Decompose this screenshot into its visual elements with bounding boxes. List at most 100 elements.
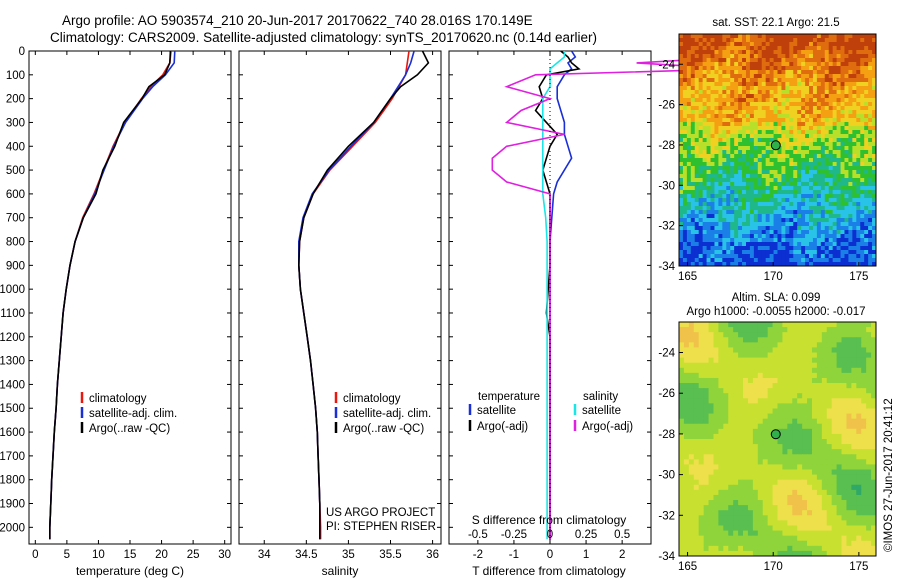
sst-map-cell [812, 118, 818, 123]
sst-map-cell [789, 170, 794, 175]
sst-map-cell [824, 38, 830, 43]
sst-map-cell [745, 258, 751, 263]
sst-map-cell [757, 70, 763, 75]
sla-map-cell [871, 383, 877, 389]
sla-map-cell [723, 337, 729, 343]
sla-map-cell [861, 474, 867, 481]
sst-map-cell [745, 262, 751, 267]
sst-map-cell [820, 38, 826, 43]
sla-map-cell [866, 530, 872, 537]
sst-map-cell [730, 186, 735, 191]
sst-map-cell [694, 174, 700, 179]
sst-map-cell [753, 218, 759, 223]
sst-map-cell [856, 34, 861, 39]
sst-map-cell [702, 242, 707, 247]
sst-map-cell [812, 66, 818, 71]
sst-map-cell [844, 110, 849, 115]
sla-map-cell [787, 342, 793, 348]
sla-map-cell [782, 327, 788, 333]
sst-map-cell [718, 170, 723, 175]
sst-map-cell [690, 50, 696, 55]
sla-map-cell [856, 454, 862, 460]
sla-map-cell [767, 352, 773, 359]
sst-map-cell [785, 94, 790, 99]
sla-map-cell [772, 530, 778, 537]
sst-map-cell [781, 142, 786, 147]
sla-map-cell [772, 342, 778, 348]
sla-map-cell [777, 418, 783, 425]
sla-map-cell [703, 505, 709, 511]
sst-map-cell [864, 210, 869, 215]
sst-map-cell [809, 206, 814, 211]
sst-map-cell [864, 150, 869, 155]
depth-tick-label: 100 [6, 70, 25, 82]
sla-map-cell [708, 393, 714, 399]
sst-map-cell [734, 34, 739, 39]
sst-map-cell [781, 74, 786, 79]
sla-map-cell [851, 449, 857, 455]
sst-map-cell [824, 174, 830, 179]
sst-map-cell [797, 146, 802, 151]
legend-salinity-title: salinity [583, 391, 618, 403]
sst-map-cell [848, 242, 853, 247]
sst-map-cell [789, 58, 794, 63]
sst-map-cell [757, 126, 763, 131]
sla-map-cell [821, 444, 828, 450]
sla-map-cell [723, 433, 729, 440]
sst-map-cell [757, 134, 763, 139]
sst-map-cell [789, 262, 794, 267]
sst-map-cell [722, 226, 727, 231]
sst-map-cell [860, 54, 865, 59]
sla-map-cell [871, 418, 877, 425]
sla-map-cell [871, 479, 877, 486]
sst-map-cell [761, 258, 767, 263]
sla-map-cell [752, 489, 759, 496]
sla-map-cell [866, 362, 872, 369]
sla-map-cell [782, 337, 788, 343]
sla-map-cell [826, 367, 833, 374]
sst-map-cell [718, 78, 723, 83]
sst-map-cell [872, 238, 877, 243]
sla-map-cell [767, 357, 773, 364]
sst-map-cell [816, 114, 822, 119]
sst-map-cell [793, 214, 798, 219]
sst-map-cell [781, 118, 786, 123]
sst-map-cell [690, 146, 696, 151]
sst-map-cell [706, 122, 711, 127]
sst-map-cell [722, 242, 727, 247]
sst-map-cell [734, 122, 739, 127]
sst-map-cell [694, 178, 700, 183]
sst-map-cell [864, 254, 869, 259]
sla-map-cell [738, 423, 744, 430]
sst-map-cell [872, 162, 877, 167]
sla-map-cell [841, 418, 847, 425]
sst-map-cell [734, 74, 739, 79]
sst-map-cell [690, 210, 696, 215]
sst-map-cell [718, 62, 723, 67]
sla-map-cell [831, 530, 837, 537]
sla-map-cell [762, 433, 769, 440]
sla-map-cell [866, 540, 872, 547]
sla-map-cell [743, 403, 749, 409]
sst-map-cell [702, 70, 707, 75]
sst-map-cell [730, 110, 735, 115]
sla-map-cell [698, 322, 705, 328]
sla-map-cell [861, 357, 867, 364]
sla-map-cell [688, 383, 695, 389]
sla-map-cell [826, 510, 833, 516]
sla-map-cell [866, 342, 872, 348]
sla-map-cell [757, 428, 764, 435]
sst-map-cell [714, 194, 719, 199]
sst-map-cell [864, 190, 869, 195]
sla-map-cell [762, 398, 769, 404]
sla-map-cell [679, 515, 685, 521]
sst-map-cell [781, 102, 786, 107]
sst-map-cell [722, 122, 727, 127]
sla-map-cell [728, 352, 734, 359]
sst-map-cell [718, 202, 723, 207]
sla-map-cell [772, 322, 778, 328]
sst-map-cell [864, 154, 869, 159]
sst-map-cell [864, 70, 869, 75]
sst-map-cell [820, 98, 826, 103]
sst-map-cell [742, 94, 747, 99]
